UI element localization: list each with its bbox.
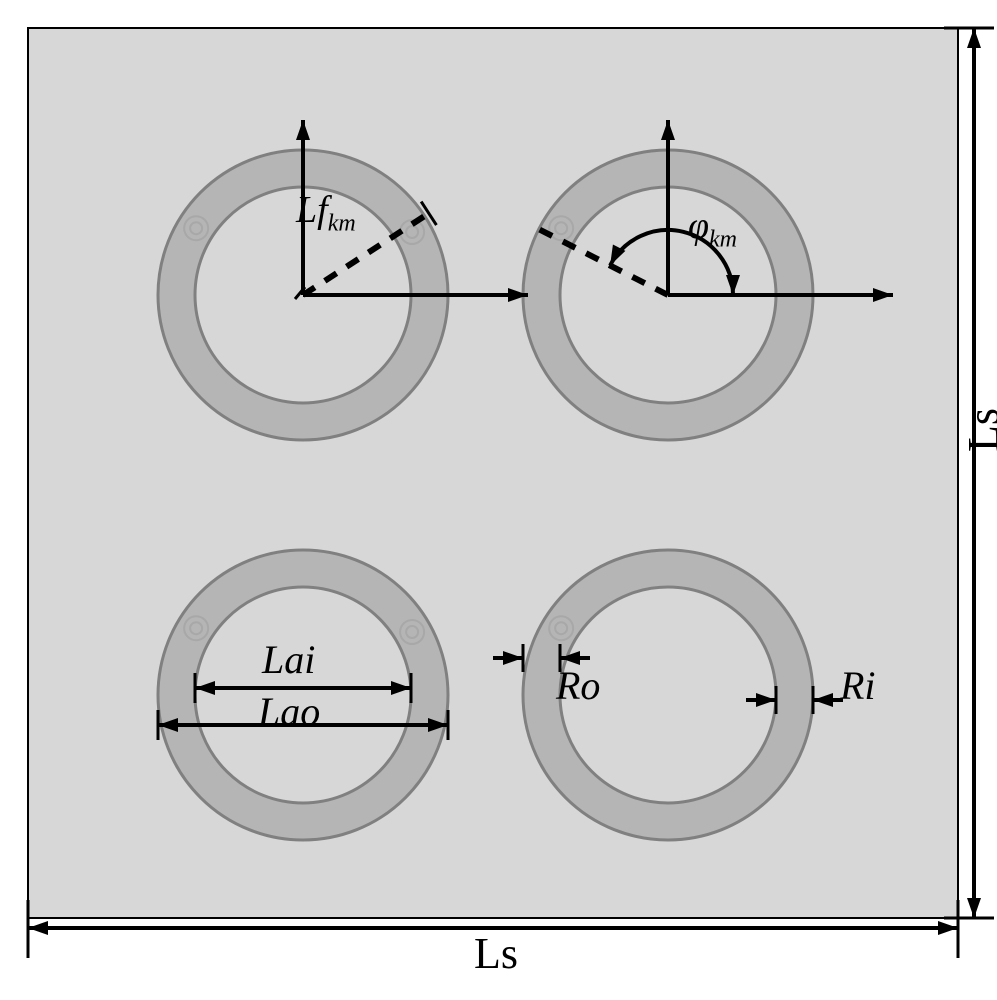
diagram-root: LfkmφkmLaiLaoRoRiLsLs: [0, 0, 997, 1000]
label-Ri: Ri: [840, 662, 876, 709]
label-sub: km: [328, 211, 356, 237]
label-Ls_right: Ls: [958, 408, 997, 452]
label-Lao: Lao: [258, 688, 320, 735]
background-panel: [28, 28, 958, 918]
diagram-svg: [0, 0, 997, 1000]
label-main: Lf: [296, 189, 328, 231]
label-main: φ: [688, 205, 709, 247]
label-Lfkm: Lfkm: [296, 188, 356, 238]
label-sub: km: [709, 227, 737, 253]
label-Ro: Ro: [556, 662, 600, 709]
label-Lai: Lai: [262, 636, 315, 683]
label-phikm: φkm: [688, 204, 737, 254]
label-Ls_bottom: Ls: [474, 928, 518, 979]
